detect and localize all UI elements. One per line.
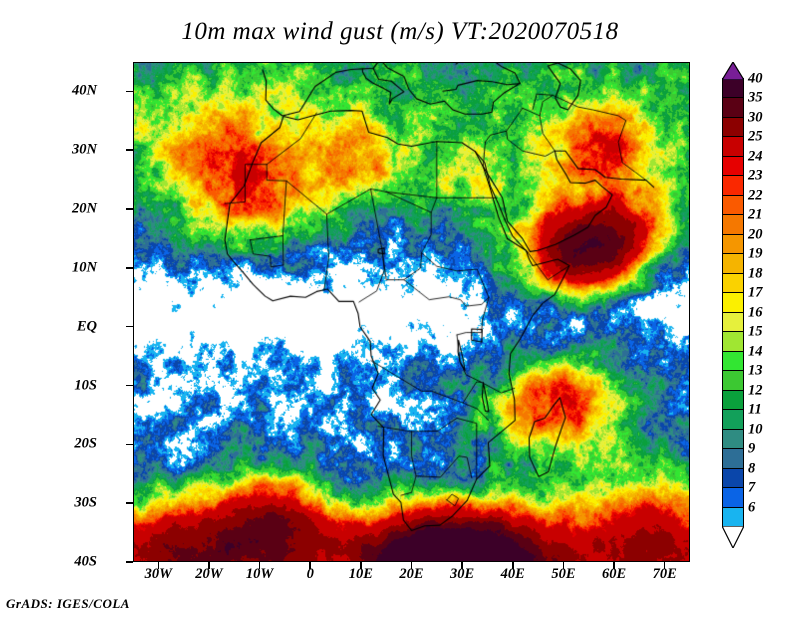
- x-axis-tick: [309, 562, 311, 569]
- colorbar-label: 23: [748, 167, 763, 184]
- colorbar-band: [722, 389, 744, 411]
- colorbar-label: 25: [748, 128, 763, 145]
- colorbar-label: 9: [748, 440, 756, 457]
- y-axis-label: 10N: [72, 259, 97, 276]
- colorbar-label: 11: [748, 401, 762, 418]
- y-axis-label: 20S: [74, 435, 97, 452]
- colorbar-band: [722, 253, 744, 274]
- x-axis-tick: [562, 562, 565, 569]
- colorbar-label: 14: [748, 343, 763, 360]
- colorbar-cap-bottom: [721, 525, 745, 550]
- colorbar-cap-top: [720, 60, 746, 81]
- colorbar-label: 12: [748, 382, 763, 399]
- y-axis-label: 30S: [74, 494, 97, 511]
- colorbar-band: [722, 369, 744, 391]
- x-axis-tick: [157, 562, 160, 569]
- colorbar-label: 20: [748, 226, 763, 243]
- colorbar-label: 6: [748, 499, 756, 516]
- y-axis-label: 30N: [72, 141, 97, 158]
- colorbar-label: 15: [748, 323, 763, 340]
- colorbar-label: 8: [748, 460, 756, 477]
- colorbar-label: 40: [748, 70, 763, 87]
- colorbar-label: 24: [748, 148, 763, 165]
- colorbar-band: [722, 467, 744, 489]
- x-axis-label: 60E: [601, 566, 627, 582]
- triangle-up-icon: [720, 60, 746, 81]
- colorbar-label: 7: [748, 479, 756, 496]
- x-axis-label: 50E: [551, 566, 576, 582]
- x-axis-tick: [613, 562, 615, 569]
- colorbar: 6 7 8 9 10 11 12 13 14 15 16 17 18 19 20 21 22 23 24 25 30 35…: [722, 71, 763, 527]
- colorbar-band: [722, 506, 744, 527]
- colorbar-band: [722, 447, 744, 469]
- x-axis-label: 20E: [399, 566, 424, 582]
- y-axis-label: 10S: [74, 377, 97, 394]
- colorbar-band: [722, 214, 744, 235]
- x-axis-tick: [663, 562, 666, 569]
- y-axis-tick: [126, 267, 133, 269]
- y-axis-label: EQ: [76, 318, 97, 335]
- triangle-down-open-icon: [721, 525, 745, 550]
- y-axis-tick: [126, 561, 133, 563]
- colorbar-band: [722, 97, 744, 118]
- x-axis-label: 20W: [195, 566, 223, 582]
- x-axis-tick: [512, 562, 514, 569]
- colorbar-label: 22: [748, 187, 763, 204]
- colorbar-label: 19: [748, 245, 763, 262]
- colorbar-label: 17: [748, 284, 763, 301]
- x-axis-label: 10W: [245, 566, 274, 582]
- colorbar-label: 18: [748, 265, 763, 282]
- x-axis-tick: [360, 562, 362, 569]
- colorbar-band: [722, 233, 744, 255]
- x-axis-label: 40E: [500, 566, 525, 582]
- y-axis-tick: [126, 325, 133, 328]
- colorbar-label: 30: [748, 109, 763, 126]
- y-axis-tick: [126, 443, 133, 446]
- colorbar-band: [722, 136, 744, 157]
- colorbar-band: [722, 428, 744, 450]
- x-axis-tick: [258, 562, 261, 569]
- colorbar-band: [722, 408, 744, 430]
- colorbar-band: [722, 77, 744, 99]
- x-axis-tick: [208, 562, 210, 569]
- colorbar-band: [722, 194, 744, 216]
- colorbar-band: [722, 116, 744, 138]
- y-axis-tick: [126, 502, 133, 504]
- colorbar-band: [722, 311, 744, 333]
- x-axis-tick: [461, 562, 463, 569]
- y-axis-tick: [126, 208, 133, 210]
- colorbar-label: 16: [748, 304, 763, 321]
- x-axis-label: 10E: [348, 566, 373, 582]
- colorbar-band: [722, 331, 744, 352]
- map-plot-area: [133, 62, 690, 562]
- y-axis-label: 40S: [74, 553, 97, 570]
- x-axis-label: 30E: [450, 566, 475, 582]
- colorbar-band: [722, 272, 744, 294]
- colorbar-band: [722, 155, 744, 177]
- coastline-overlay: [134, 63, 689, 561]
- colorbar-label: 21: [748, 206, 763, 223]
- y-axis-label: 20N: [72, 200, 97, 217]
- page-title: 10m max wind gust (m/s) VT:2020070518: [181, 18, 619, 45]
- colorbar-band: [722, 350, 744, 372]
- y-axis-label: 40N: [72, 82, 97, 99]
- footer-credit: GrADS: IGES/COLA: [6, 596, 130, 611]
- colorbar-label: 13: [748, 362, 763, 379]
- colorbar-band: [722, 486, 744, 508]
- x-axis-label: 0: [306, 566, 314, 582]
- y-axis-tick: [126, 90, 133, 93]
- y-axis-tick: [126, 384, 133, 387]
- colorbar-band: [722, 175, 744, 196]
- x-axis-label: 70E: [652, 566, 677, 582]
- y-axis-tick: [126, 149, 133, 151]
- colorbar-band: [722, 292, 744, 313]
- x-axis-label: 30W: [144, 566, 173, 582]
- colorbar-label: 10: [748, 421, 763, 438]
- colorbar-label: 35: [748, 89, 763, 106]
- x-axis-tick: [410, 562, 413, 569]
